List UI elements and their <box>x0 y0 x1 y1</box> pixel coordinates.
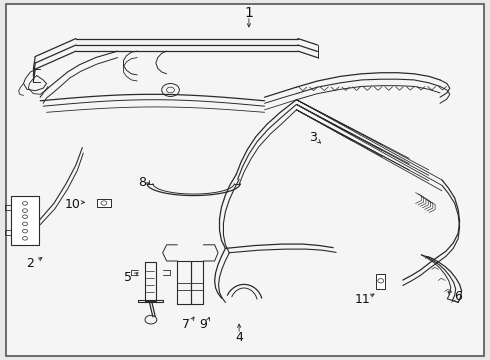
Text: 6: 6 <box>454 291 462 303</box>
Text: 4: 4 <box>235 331 243 344</box>
Text: 9: 9 <box>199 318 207 331</box>
Text: 5: 5 <box>124 271 132 284</box>
Text: 2: 2 <box>26 257 34 270</box>
Text: 10: 10 <box>65 198 80 211</box>
Text: 1: 1 <box>245 6 253 19</box>
Text: 7: 7 <box>182 318 190 331</box>
Bar <box>11 196 39 245</box>
Text: 3: 3 <box>309 131 317 144</box>
Bar <box>97 199 111 207</box>
Text: 11: 11 <box>355 293 370 306</box>
Bar <box>376 274 385 289</box>
Text: 8: 8 <box>138 176 146 189</box>
